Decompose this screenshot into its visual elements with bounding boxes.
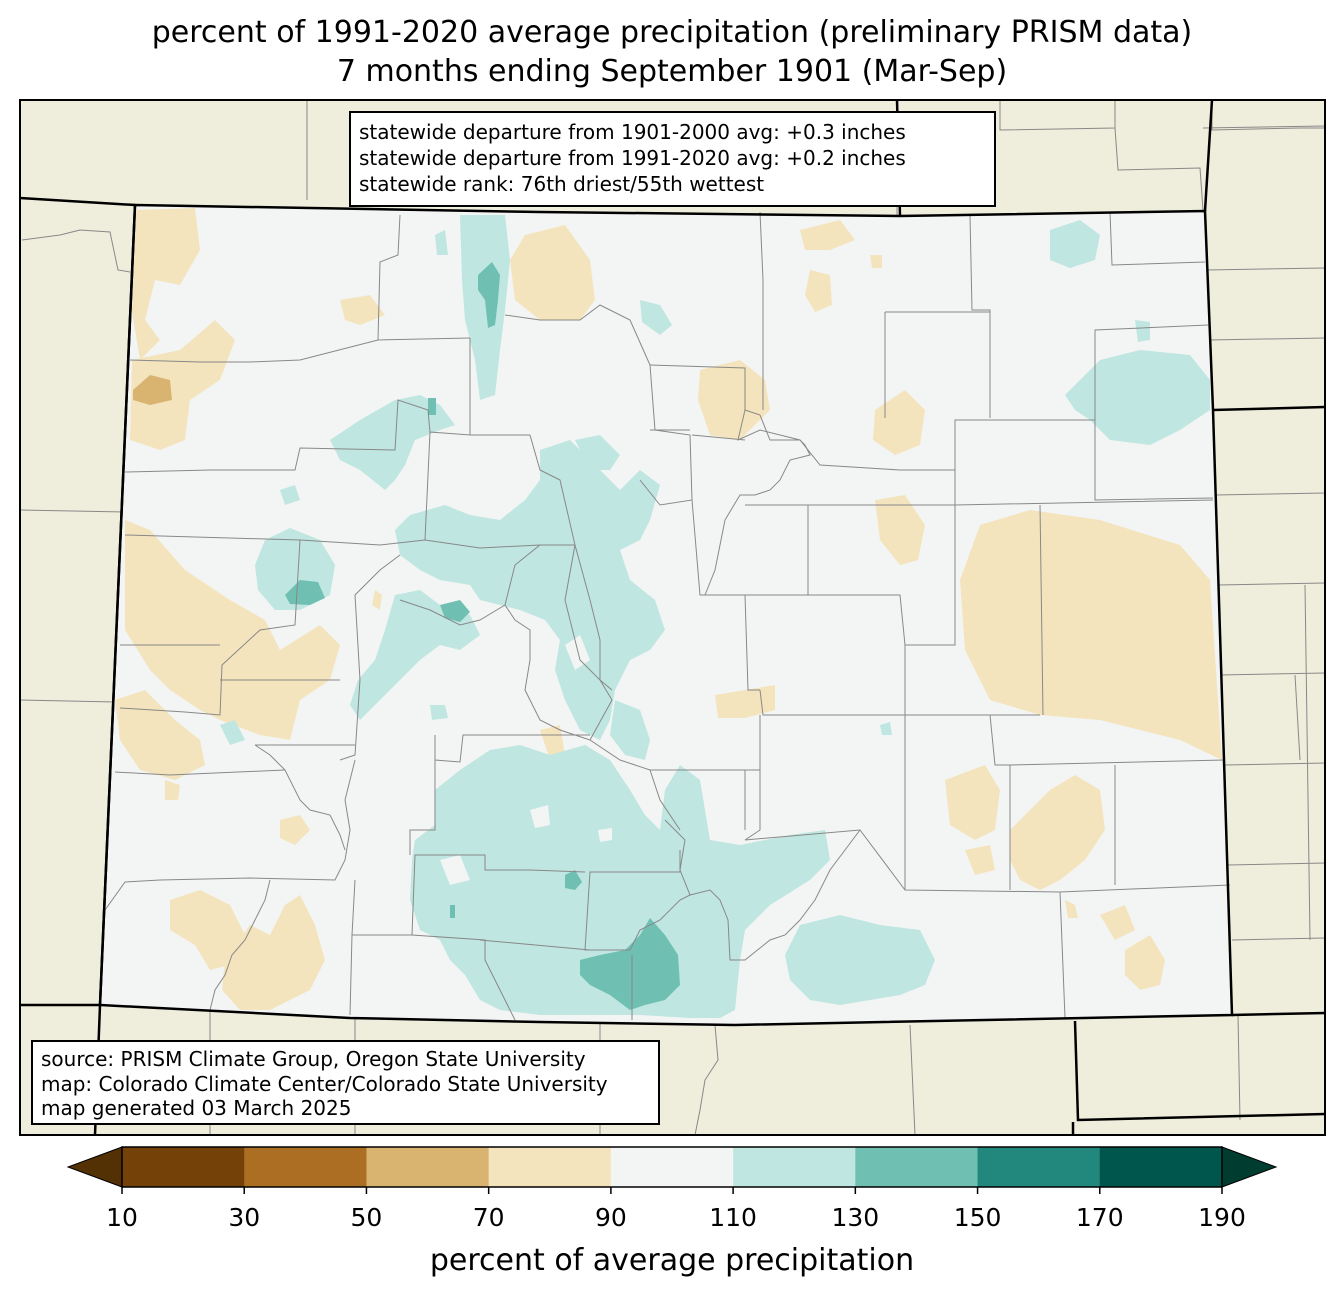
colorbar-cell: [122, 1147, 245, 1187]
colorbar-cell: [977, 1147, 1101, 1187]
colorbar-cell: [733, 1147, 856, 1187]
wet-cores: [285, 262, 680, 1010]
map-title-line2: 7 months ending September 1901 (Mar-Sep): [336, 54, 1008, 89]
colorbar-cell: [610, 1147, 734, 1187]
colorbar-tick-label: 10: [106, 1203, 138, 1232]
state-borders: [19, 99, 1326, 1136]
source-box: source: PRISM Climate Group, Oregon Stat…: [31, 1040, 660, 1125]
below-average-core: [133, 375, 172, 405]
colorbar: [66, 1146, 1278, 1194]
normal-pockets: [440, 635, 612, 885]
stats-departure-1991-2020: statewide departure from 1991-2020 avg: …: [359, 146, 906, 170]
colorbar-cell: [244, 1147, 367, 1187]
colorbar-outline: [121, 1146, 1223, 1188]
colorbar-cell: [488, 1147, 612, 1187]
colorbar-tick-label: 50: [350, 1203, 383, 1232]
colorbar-cell: [1099, 1147, 1223, 1187]
statewide-stats-box: statewide departure from 1901-2000 avg: …: [349, 111, 996, 207]
map-frame: [19, 99, 1326, 1136]
neighbor-county-lines: [19, 100, 1326, 1136]
colorbar-cells: [122, 1147, 1223, 1187]
colorbar-cell: [855, 1147, 979, 1187]
colorbar-over-arrow: [1221, 1146, 1278, 1188]
colorbar-tick-label: 150: [953, 1203, 1002, 1232]
above-average-areas: [220, 215, 1210, 1018]
colorbar-cell: [366, 1147, 490, 1187]
colorbar-under-arrow: [66, 1146, 123, 1188]
colorbar-tick-label: 90: [594, 1203, 627, 1232]
county-lines: [104, 211, 1231, 1021]
colorbar-tick-label: 30: [228, 1203, 261, 1232]
colorbar-tick-label: 170: [1075, 1203, 1124, 1232]
colorbar-tick-marks: [121, 1187, 1223, 1194]
colorbar-label: percent of average precipitation: [429, 1243, 915, 1278]
colorbar-tick-label: 130: [831, 1203, 880, 1232]
colorbar-tick-label: 190: [1198, 1203, 1246, 1232]
generated-date-line: map generated 03 March 2025: [41, 1096, 352, 1120]
map-title-line1: percent of 1991-2020 average precipitati…: [151, 15, 1193, 50]
colorbar-tick-label: 70: [472, 1203, 505, 1232]
stats-rank: statewide rank: 76th driest/55th wettest: [359, 172, 765, 196]
source-line: source: PRISM Climate Group, Oregon Stat…: [41, 1047, 586, 1071]
colorbar-tick-label: 110: [709, 1203, 757, 1232]
map-credit-line: map: Colorado Climate Center/Colorado St…: [41, 1071, 608, 1096]
stats-departure-1901-2000: statewide departure from 1901-2000 avg: …: [359, 120, 906, 144]
